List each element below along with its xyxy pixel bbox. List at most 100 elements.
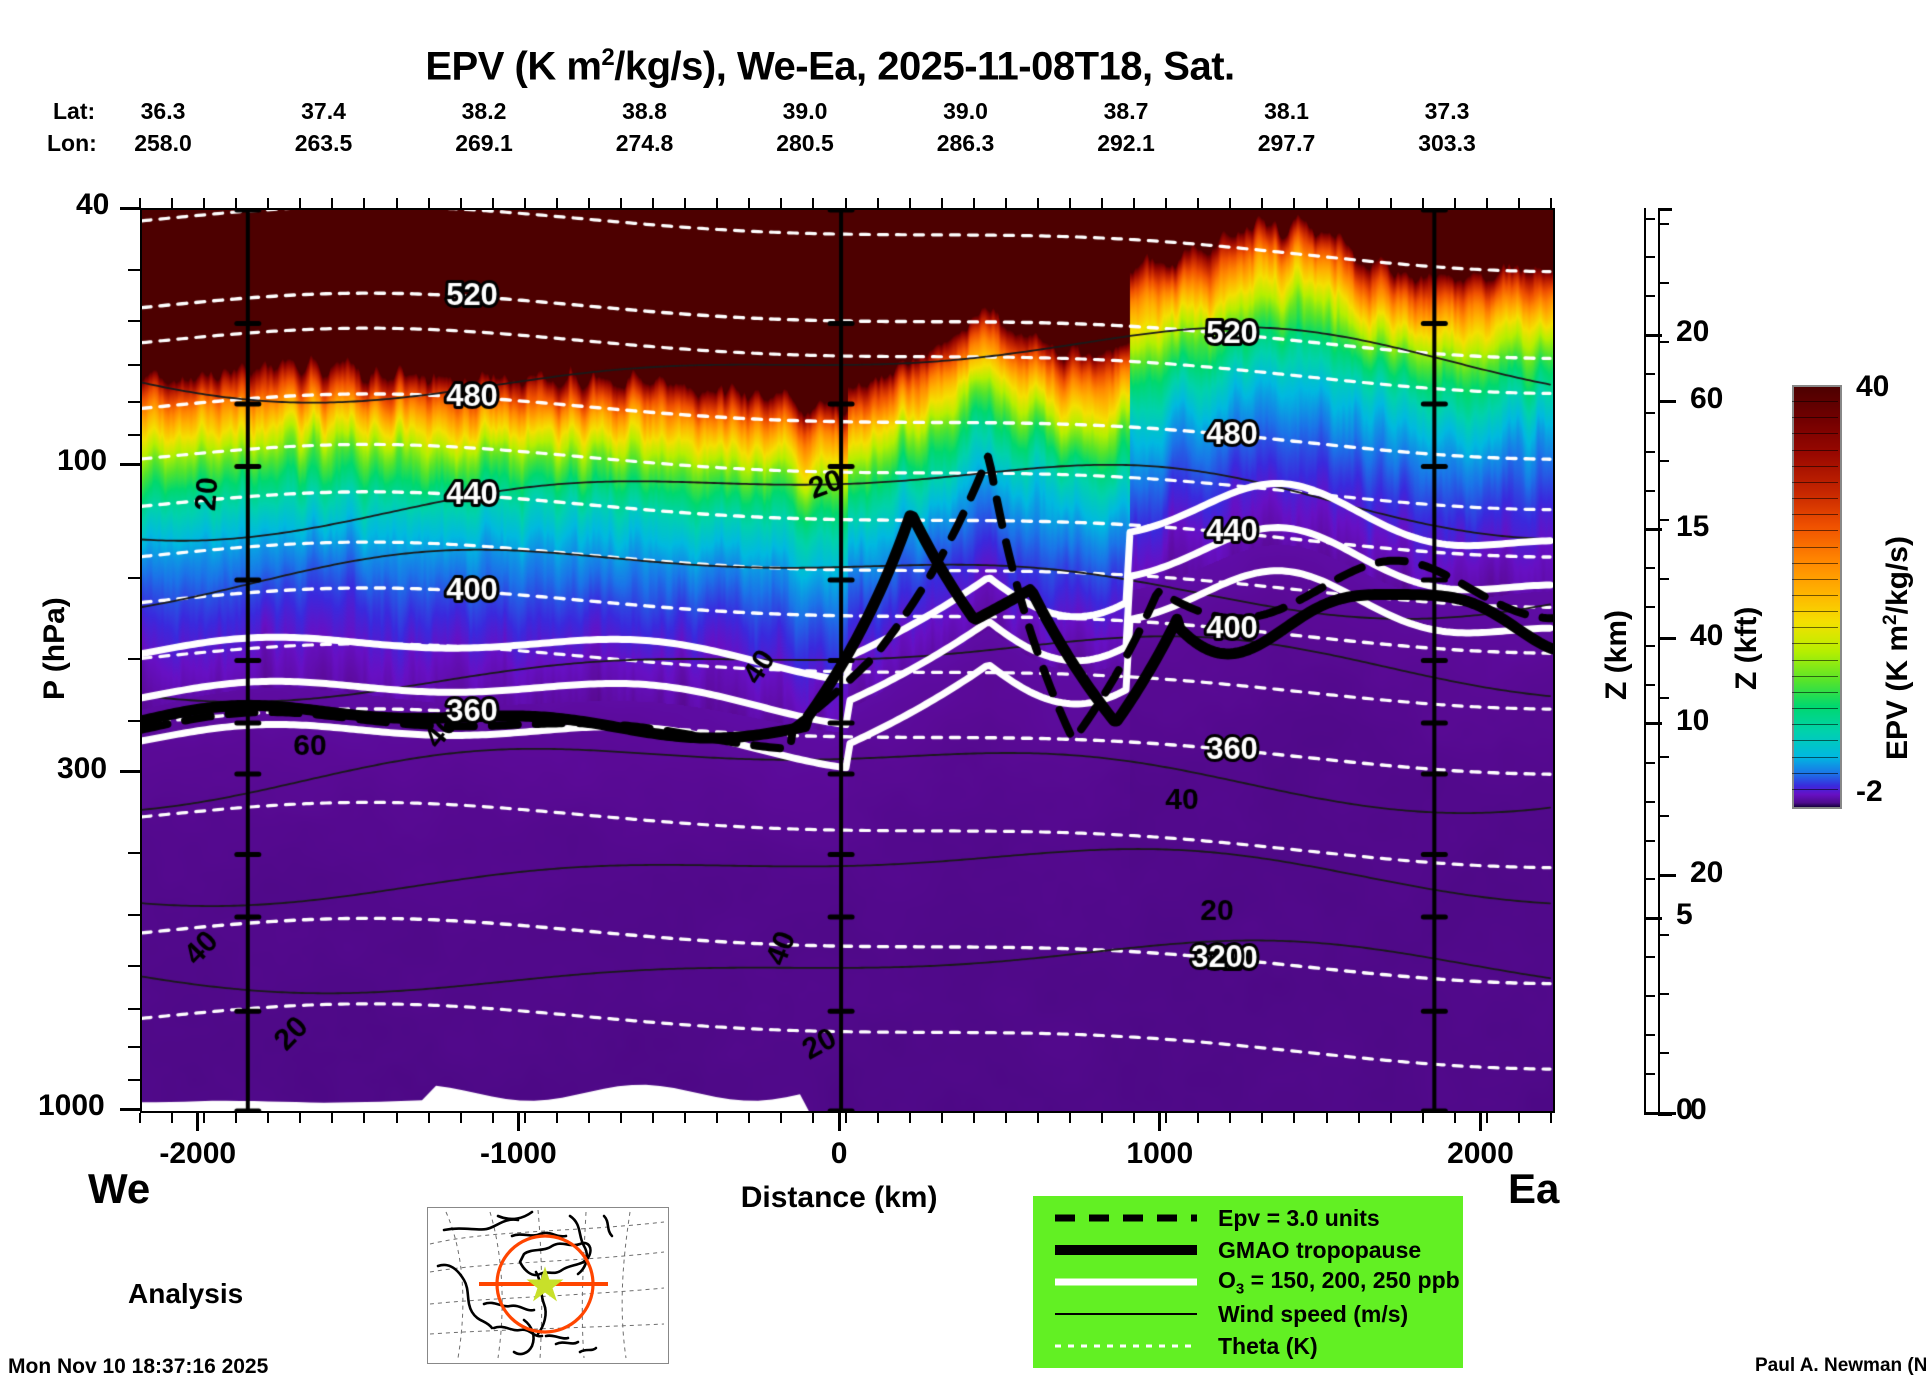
- colorbar-title-prefix: EPV (K m: [1881, 624, 1914, 760]
- p-axis-minor-tick: [128, 851, 140, 854]
- x-axis-top-tick: [1101, 198, 1104, 208]
- x-axis-top-tick: [1261, 198, 1264, 208]
- legend-key-dashed-black: [1033, 1207, 1218, 1229]
- z-km-axis-title: Z (km): [1600, 610, 1633, 700]
- x-axis-major-tick: [837, 1113, 841, 1131]
- p-axis-major-tick: [120, 206, 140, 210]
- generation-timestamp: Mon Nov 10 18:37:16 2025: [8, 1355, 269, 1378]
- x-axis-minor-tick: [267, 1113, 270, 1123]
- z-kft-major-tick: [1658, 874, 1676, 878]
- x-axis-minor-tick: [684, 1113, 687, 1123]
- x-axis-minor-tick: [459, 1113, 462, 1123]
- x-axis-minor-tick: [587, 1113, 590, 1123]
- p-axis-minor-tick: [128, 1008, 140, 1011]
- legend-item: Wind speed (m/s): [1033, 1298, 1463, 1330]
- z-km-axis-line: [1644, 208, 1646, 1113]
- legend-item-label: O3 = 150, 200, 250 ppb: [1218, 1266, 1460, 1298]
- legend-line-icon: [1054, 1344, 1197, 1348]
- colorbar-min-label: -2: [1856, 775, 1883, 808]
- x-axis-minor-tick: [1261, 1113, 1264, 1123]
- legend-key-thin-black: [1033, 1303, 1218, 1325]
- colorbar-tick: [1792, 514, 1838, 516]
- p-axis-minor-tick: [128, 1045, 140, 1048]
- p-axis-minor-tick: [128, 269, 140, 272]
- latitude-value: 36.3: [140, 98, 186, 124]
- colorbar-max-label: 40: [1856, 370, 1890, 403]
- x-axis-top-tick: [812, 198, 815, 208]
- title-superscript: 2: [601, 44, 615, 71]
- colorbar-tick: [1792, 659, 1838, 661]
- author-credit: Paul A. Newman (NASA: [1755, 1355, 1926, 1376]
- title-prefix: EPV (K m: [425, 44, 602, 89]
- x-axis-top-tick: [235, 198, 238, 208]
- legend-item: O3 = 150, 200, 250 ppb: [1033, 1266, 1463, 1298]
- legend-line-icon: [1054, 1245, 1197, 1255]
- longitude-value: 274.8: [615, 130, 674, 156]
- x-axis-major-tick: [1478, 1113, 1482, 1131]
- longitude-value: 280.5: [776, 130, 834, 156]
- z-kft-tick-label: 20: [1690, 855, 1724, 889]
- x-axis-top-tick: [1389, 198, 1392, 208]
- latitude-value: 38.2: [461, 98, 507, 124]
- z-kft-axis-line: [1658, 208, 1660, 1113]
- x-axis-minor-tick: [1101, 1113, 1104, 1123]
- legend-item: Theta (K): [1033, 1330, 1463, 1362]
- inset-location-map: [427, 1207, 669, 1364]
- x-axis-minor-tick: [523, 1113, 526, 1123]
- x-axis-top-tick: [427, 198, 430, 208]
- x-axis-top-tick: [652, 198, 655, 208]
- x-axis-minor-tick: [1133, 1113, 1136, 1123]
- x-axis-minor-tick: [427, 1113, 430, 1123]
- x-axis-top-tick: [844, 198, 847, 208]
- legend-key-thick-black: [1033, 1239, 1218, 1261]
- page-title: EPV (K m2/kg/s), We-Ea, 2025-11-08T18, S…: [0, 44, 1660, 89]
- x-axis-top-tick: [459, 198, 462, 208]
- p-axis-major-tick: [120, 462, 140, 466]
- x-axis-top-tick: [1517, 198, 1520, 208]
- x-axis-minor-tick: [876, 1113, 879, 1123]
- z-kft-tick-label: 60: [1690, 381, 1724, 415]
- p-axis-major-tick: [120, 1107, 140, 1111]
- colorbar-tick: [1792, 724, 1838, 726]
- x-axis-minor-tick: [1004, 1113, 1007, 1123]
- p-axis-tick-label: 40: [76, 188, 110, 221]
- z-kft-axis-title: Z (kft): [1730, 606, 1763, 690]
- legend-item-label: Wind speed (m/s): [1218, 1300, 1409, 1327]
- longitude-value: 292.1: [1097, 130, 1155, 156]
- p-axis-minor-tick: [128, 320, 140, 323]
- z-kft-axis-bottom-cap: [1658, 1113, 1672, 1116]
- x-axis-top-tick: [1197, 198, 1200, 208]
- colorbar: [1792, 385, 1842, 809]
- x-axis-top-tick: [780, 198, 783, 208]
- legend-item-label: Theta (K): [1218, 1332, 1318, 1359]
- colorbar-title: EPV (K m2/kg/s): [1880, 536, 1915, 760]
- x-axis-top-tick: [1550, 198, 1552, 208]
- legend-item-label: GMAO tropopause: [1218, 1236, 1422, 1263]
- z-km-tick-label: 10: [1676, 703, 1710, 737]
- x-axis-minor-tick: [331, 1113, 334, 1123]
- latitude-value: 39.0: [943, 98, 988, 124]
- longitude-value: 303.3: [1418, 130, 1476, 156]
- legend-line-icon: [1054, 1214, 1197, 1222]
- x-axis-minor-tick: [491, 1113, 494, 1123]
- p-axis-minor-tick: [128, 1078, 140, 1081]
- longitude-row-label: Lon:: [47, 130, 97, 156]
- x-axis-top-tick: [940, 198, 943, 208]
- x-axis-top-tick: [395, 198, 398, 208]
- x-axis-top-tick: [331, 198, 334, 208]
- p-axis-tick-label: 100: [57, 444, 108, 478]
- x-axis-minor-tick: [395, 1113, 398, 1123]
- x-axis-top-tick: [748, 198, 751, 208]
- colorbar-title-superscript: 2: [1880, 614, 1901, 625]
- p-axis-major-tick: [120, 770, 140, 774]
- x-axis-top-tick: [555, 198, 558, 208]
- x-axis-minor-tick: [203, 1113, 206, 1123]
- legend-key-dotted-white: [1033, 1335, 1218, 1357]
- p-axis-minor-tick: [128, 576, 140, 579]
- x-axis-tick-label: -1000: [480, 1137, 557, 1170]
- x-axis-minor-tick: [972, 1113, 975, 1123]
- colorbar-tick: [1792, 643, 1838, 645]
- p-axis-minor-tick: [128, 401, 140, 404]
- legend-box: Epv = 3.0 units GMAO tropopause O3 = 150, …: [1033, 1196, 1463, 1368]
- colorbar-tick: [1792, 756, 1838, 758]
